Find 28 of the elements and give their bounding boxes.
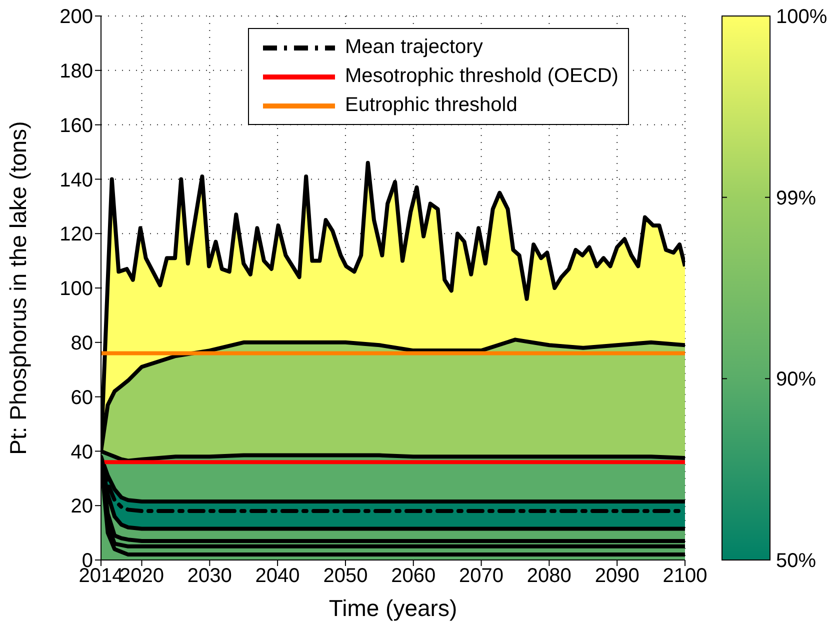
x-tick-label: 2070 [459,565,504,588]
y-tick-label: 60 [70,386,93,409]
y-axis-title: Pt: Phosphorus in the lake (tons) [5,121,32,455]
x-tick-label: 2090 [594,565,640,588]
x-tick-label: 2020 [119,565,164,588]
legend-label: Eutrophic threshold [345,94,518,117]
y-tick-label: 40 [70,441,93,464]
y-tick-label: 20 [70,496,93,518]
x-tick-label: 2040 [255,565,300,588]
text: 90% [776,368,816,391]
y-tick-label: 140 [60,169,93,192]
y-tick-label: 80 [70,332,93,354]
x-axis-title: Time (years) [328,595,458,621]
x-tick-label: 2050 [323,565,368,588]
y-tick-label: 100 [60,278,93,300]
x-tick-label: 2060 [391,565,436,588]
x-tick-label: 2030 [187,565,232,588]
y-tick-label: 200 [60,6,93,28]
x-tick-label: 2080 [526,565,572,588]
text: 99% [776,187,816,210]
legend-label: Mesotrophic threshold (OECD) [345,65,618,88]
y-tick-label: 160 [60,114,93,137]
text: 100% [776,6,828,28]
x-tick-label: 2100 [662,565,708,588]
text: 50% [776,550,816,572]
legend-label: Mean trajectory [345,36,483,59]
y-tick-label: 180 [60,60,93,82]
y-tick-label: 120 [60,224,93,246]
